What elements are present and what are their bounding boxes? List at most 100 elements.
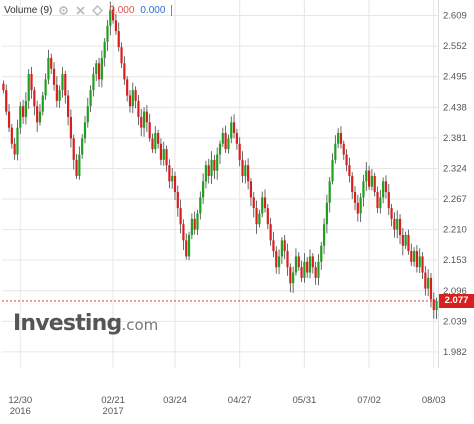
y-tick-label: 2.210	[443, 225, 467, 236]
candle-up	[365, 170, 368, 182]
candle-down	[7, 111, 11, 128]
candle-up	[221, 133, 224, 144]
candle-down	[148, 122, 151, 139]
candle-down	[50, 57, 53, 69]
x-tick-label: 12/30	[8, 395, 32, 406]
candle-down	[72, 138, 75, 160]
candle-down	[249, 181, 253, 198]
candle-up	[382, 181, 385, 198]
volume-value-primary: 0.000	[109, 5, 135, 16]
candle-down	[348, 165, 351, 176]
candle-down	[424, 272, 427, 289]
candle-down	[272, 240, 275, 252]
candle-down	[117, 31, 120, 48]
candle-down	[13, 143, 16, 155]
candle-up	[294, 256, 298, 273]
candle-up	[109, 9, 112, 26]
candle-up	[95, 63, 98, 75]
candle-up	[292, 272, 295, 284]
candle-down	[339, 133, 343, 144]
candle-up	[418, 256, 421, 268]
candle-down	[69, 116, 73, 139]
candle-down	[345, 154, 348, 166]
candle-down	[137, 100, 140, 117]
candle-up	[142, 111, 146, 128]
candle-down	[401, 234, 404, 246]
candle-down	[398, 218, 402, 235]
candle-down	[97, 63, 101, 80]
divider-icon	[171, 5, 173, 16]
candle-down	[300, 267, 303, 278]
candle-up	[328, 181, 331, 203]
candle-up	[47, 57, 50, 80]
candle-down	[67, 95, 70, 117]
candle-down	[52, 68, 56, 85]
candle-up	[216, 154, 219, 171]
candle-up	[106, 25, 109, 42]
candle-down	[235, 133, 238, 144]
candle-down	[173, 175, 177, 193]
x-tick-label: 02/21	[101, 395, 125, 406]
candle-down	[421, 256, 424, 273]
candle-down	[255, 208, 258, 225]
candle-up	[204, 165, 208, 182]
candle-up	[320, 245, 323, 262]
candle-up	[196, 213, 199, 230]
current-price-tag: 2.077	[439, 293, 474, 308]
candle-up	[227, 138, 230, 150]
candle-down	[432, 299, 435, 311]
candle-down	[168, 165, 171, 182]
candle-down	[151, 138, 154, 150]
candle-down	[126, 79, 129, 96]
candle-up	[27, 74, 30, 101]
candle-down	[207, 165, 210, 176]
candle-up	[81, 138, 84, 155]
close-icon[interactable]	[75, 5, 86, 16]
candle-up	[244, 165, 247, 176]
candle-down	[367, 170, 371, 187]
candle-up	[19, 106, 22, 128]
candle-up	[230, 122, 233, 139]
candle-down	[114, 20, 118, 32]
candle-up	[370, 175, 373, 187]
candle-down	[145, 111, 148, 123]
candle-up	[199, 197, 202, 214]
candle-down	[353, 192, 357, 203]
candle-down	[21, 106, 25, 117]
candle-down	[120, 47, 123, 64]
candle-down	[393, 218, 396, 230]
candle-down	[2, 83, 5, 91]
y-tick-label: 2.039	[443, 316, 467, 327]
candle-up	[171, 175, 174, 182]
candle-down	[140, 116, 143, 128]
candle-down	[64, 74, 67, 96]
y-tick-label: 2.609	[443, 11, 467, 22]
y-tick-label: 2.495	[443, 72, 467, 83]
y-tick-label: 2.552	[443, 41, 467, 52]
x-tick-sublabel: 2017	[103, 406, 124, 417]
settings-icon[interactable]	[58, 5, 69, 16]
candle-down	[297, 256, 300, 268]
candle-down	[275, 251, 278, 268]
candle-down	[123, 63, 126, 80]
candle-down	[232, 122, 236, 134]
candle-down	[311, 256, 314, 268]
candle-up	[58, 90, 61, 101]
candles	[2, 1, 438, 320]
candle-down	[390, 208, 393, 219]
candle-up	[24, 100, 28, 117]
candle-up	[154, 133, 157, 150]
candle-down	[30, 74, 33, 91]
candle-down	[55, 84, 58, 101]
candle-up	[103, 41, 106, 58]
investing-logo: Investing .com	[13, 311, 158, 336]
visibility-icon[interactable]	[92, 5, 104, 16]
candle-up	[61, 74, 64, 91]
candle-up	[427, 277, 430, 289]
candle-up	[317, 261, 320, 278]
candle-up	[202, 181, 205, 198]
candle-up	[86, 106, 89, 123]
candle-down	[182, 224, 185, 241]
candle-up	[337, 133, 340, 144]
candle-down	[373, 175, 376, 193]
